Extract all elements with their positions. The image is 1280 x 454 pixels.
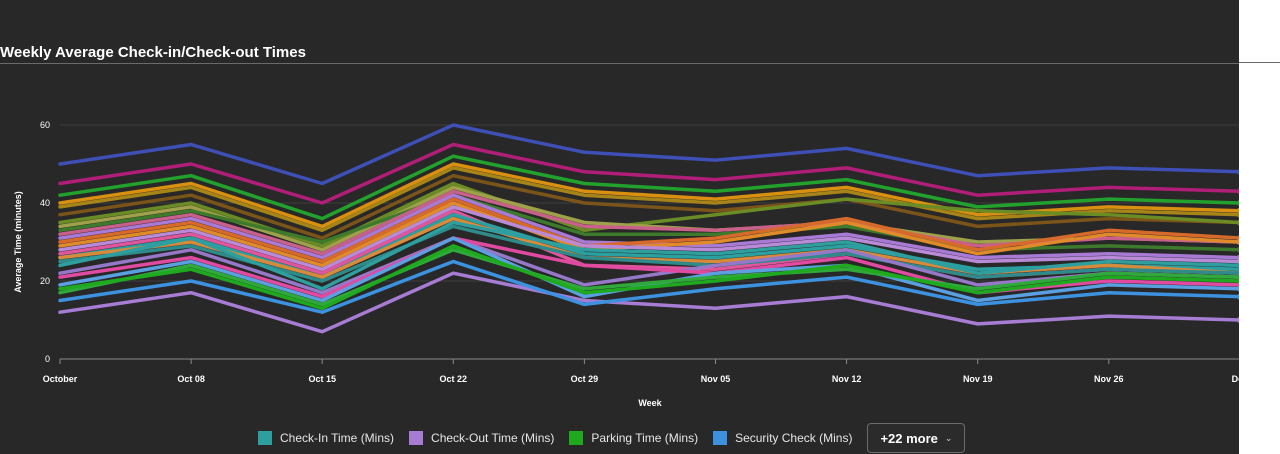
- series-end-point: [1236, 211, 1239, 218]
- x-tick-label: October: [43, 374, 78, 384]
- series-end-point: [1236, 285, 1239, 292]
- series-line: [58, 197, 1239, 264]
- series-line: [58, 236, 1239, 295]
- panel-edge: [1239, 0, 1280, 454]
- title-divider: [0, 63, 1239, 64]
- x-tick-label: Oct 29: [571, 374, 599, 384]
- series-line: [58, 259, 1239, 314]
- x-tick-label: Oct 22: [440, 374, 468, 384]
- y-tick-label: 0: [45, 354, 50, 364]
- series-end-point: [1236, 246, 1239, 253]
- legend-item-security[interactable]: Security Check (Mins): [713, 431, 852, 445]
- legend-swatch: [713, 431, 728, 445]
- series-line: [58, 193, 1239, 260]
- chart-title: Weekly Average Check-in/Check-out Times: [0, 44, 306, 61]
- x-tick-label: Nov 19: [963, 374, 993, 384]
- series-line: [58, 162, 1239, 229]
- series-line: [58, 236, 1239, 299]
- x-axis: October Oct 08 Oct 15 Oct 22 Oct 29 Nov 05 Nov…: [43, 358, 1239, 384]
- series-end-point: [1236, 219, 1239, 226]
- series-line: [58, 123, 1239, 186]
- legend-item-check-out[interactable]: Check-Out Time (Mins): [409, 431, 554, 445]
- y-axis-label: Average Time (minutes): [13, 191, 23, 293]
- series-line: [58, 166, 1239, 233]
- x-tick-label: Nov 12: [832, 374, 862, 384]
- series-line: [58, 181, 1239, 248]
- series-end-point: [1236, 278, 1239, 284]
- series-line: [58, 220, 1239, 291]
- series-line: [58, 173, 1239, 240]
- series-end-point: [1236, 262, 1239, 269]
- legend-label: Check-In Time (Mins): [280, 431, 395, 445]
- series-end-point: [1236, 317, 1239, 323]
- series-line: [58, 244, 1239, 311]
- series-line: [58, 193, 1239, 252]
- x-tick-label: Oct 08: [177, 374, 205, 384]
- panel-edge-divider: [1239, 62, 1280, 63]
- legend-label: Check-Out Time (Mins): [431, 431, 555, 445]
- series-line: [58, 142, 1239, 205]
- x-axis-label: Week: [638, 398, 662, 408]
- series-line: [58, 201, 1239, 268]
- chevron-down-icon: ⌄: [944, 432, 953, 443]
- legend-swatch: [569, 431, 584, 445]
- series-end-point: [1236, 239, 1239, 245]
- x-tick-label: Dec: [1232, 374, 1239, 384]
- legend-more-button[interactable]: +22 more ⌄: [867, 423, 966, 453]
- series-line: [58, 236, 1239, 303]
- x-tick-label: Oct 15: [308, 374, 336, 384]
- x-tick-label: Nov 05: [701, 374, 731, 384]
- y-tick-label: 20: [40, 276, 50, 286]
- legend-label: Security Check (Mins): [735, 431, 853, 445]
- series-line: [58, 205, 1239, 272]
- series-end-point: [1236, 188, 1239, 195]
- series-line: [58, 271, 1239, 334]
- y-axis-ticks: 0 20 40 60: [40, 120, 50, 364]
- series-end-point: [1236, 168, 1239, 175]
- x-tick-label: Nov 26: [1094, 374, 1124, 384]
- legend-swatch: [258, 431, 272, 445]
- legend-item-parking[interactable]: Parking Time (Mins): [569, 431, 698, 445]
- y-tick-label: 60: [40, 120, 50, 130]
- series-line: [58, 216, 1239, 279]
- series-line: [58, 154, 1239, 221]
- legend-item-check-in[interactable]: Check-In Time (Mins): [258, 431, 394, 445]
- series-end-point: [1236, 293, 1239, 300]
- legend: Check-In Time (Mins) Check-Out Time (Min…: [258, 423, 966, 453]
- y-tick-label: 40: [40, 198, 50, 208]
- series-end-point: [1236, 200, 1239, 206]
- legend-swatch: [409, 431, 424, 445]
- series-group: [58, 123, 1239, 334]
- legend-label: Parking Time (Mins): [591, 431, 699, 445]
- series-line: [58, 248, 1239, 307]
- series-line: [58, 189, 1239, 256]
- line-chart: 0 20 40 60 October Oct 08 Oct 15 Oct 22 Oct 29 N…: [13, 120, 1239, 408]
- legend-more-label: +22 more: [880, 430, 938, 446]
